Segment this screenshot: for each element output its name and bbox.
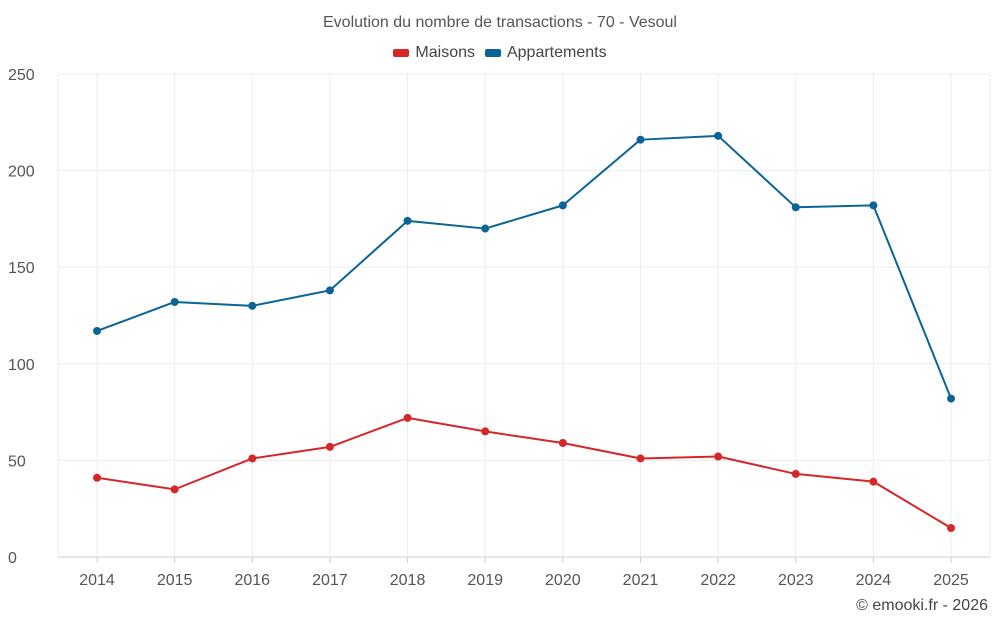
x-tick-label-2017: 2017: [312, 572, 348, 589]
data-point-maisons-2019: [481, 427, 490, 436]
data-point-appartements-2019: [481, 224, 490, 233]
data-point-appartements-2015: [170, 297, 179, 306]
x-tick-label-2023: 2023: [778, 572, 814, 589]
data-point-maisons-2015: [170, 485, 179, 494]
x-tick-label-2018: 2018: [390, 572, 426, 589]
copyright-text: © emooki.fr - 2026: [856, 597, 988, 614]
data-point-appartements-2014: [93, 326, 101, 335]
legend-item-maisons[interactable]: Maisons: [393, 44, 475, 62]
data-point-maisons-2022: [714, 452, 723, 461]
legend-item-appartements[interactable]: Appartements: [484, 44, 607, 62]
x-tick-label-2015: 2015: [157, 572, 193, 589]
y-tick-label-0: 0: [8, 550, 17, 567]
data-point-appartements-2024: [869, 201, 878, 210]
y-tick-label-150: 150: [8, 260, 35, 277]
x-tick-label-2020: 2020: [545, 572, 581, 589]
data-point-appartements-2025: [947, 394, 956, 403]
x-tick-label-2024: 2024: [856, 572, 892, 589]
series-line-appartements: [96, 134, 952, 399]
y-tick-label-200: 200: [8, 164, 35, 181]
data-point-maisons-2024: [869, 477, 878, 486]
x-tick-label-2016: 2016: [234, 572, 270, 589]
data-point-maisons-2014: [93, 473, 101, 482]
data-point-maisons-2018: [403, 413, 412, 422]
legend-swatch-appartements: [484, 49, 501, 57]
data-point-appartements-2023: [791, 203, 800, 212]
data-point-maisons-2021: [636, 454, 645, 463]
data-point-maisons-2025: [947, 524, 956, 533]
data-point-appartements-2021: [636, 135, 645, 144]
data-point-maisons-2017: [325, 442, 334, 451]
data-point-appartements-2022: [714, 131, 723, 140]
data-point-maisons-2023: [791, 469, 800, 478]
series-line-maisons: [96, 416, 952, 529]
x-tick-label-2021: 2021: [623, 572, 659, 589]
chart-title: Evolution du nombre de transactions - 70…: [323, 14, 677, 31]
y-tick-label-50: 50: [8, 453, 26, 470]
data-point-appartements-2018: [403, 216, 412, 225]
data-point-maisons-2016: [248, 454, 257, 463]
legend-swatch-maisons: [393, 49, 410, 57]
data-point-appartements-2017: [325, 286, 334, 295]
data-point-appartements-2016: [248, 301, 257, 310]
y-tick-label-100: 100: [8, 357, 35, 374]
x-tick-label-2022: 2022: [700, 572, 736, 589]
x-tick-label-2019: 2019: [467, 572, 503, 589]
y-tick-label-250: 250: [8, 67, 35, 84]
x-tick-label-2014: 2014: [79, 572, 115, 589]
legend-label-maisons: Maisons: [415, 44, 475, 61]
x-tick-label-2025: 2025: [933, 572, 969, 589]
chart-legend: Maisons Appartements: [0, 44, 1000, 62]
data-point-maisons-2020: [558, 439, 567, 448]
data-point-appartements-2020: [558, 201, 567, 210]
legend-label-appartements: Appartements: [506, 44, 607, 61]
